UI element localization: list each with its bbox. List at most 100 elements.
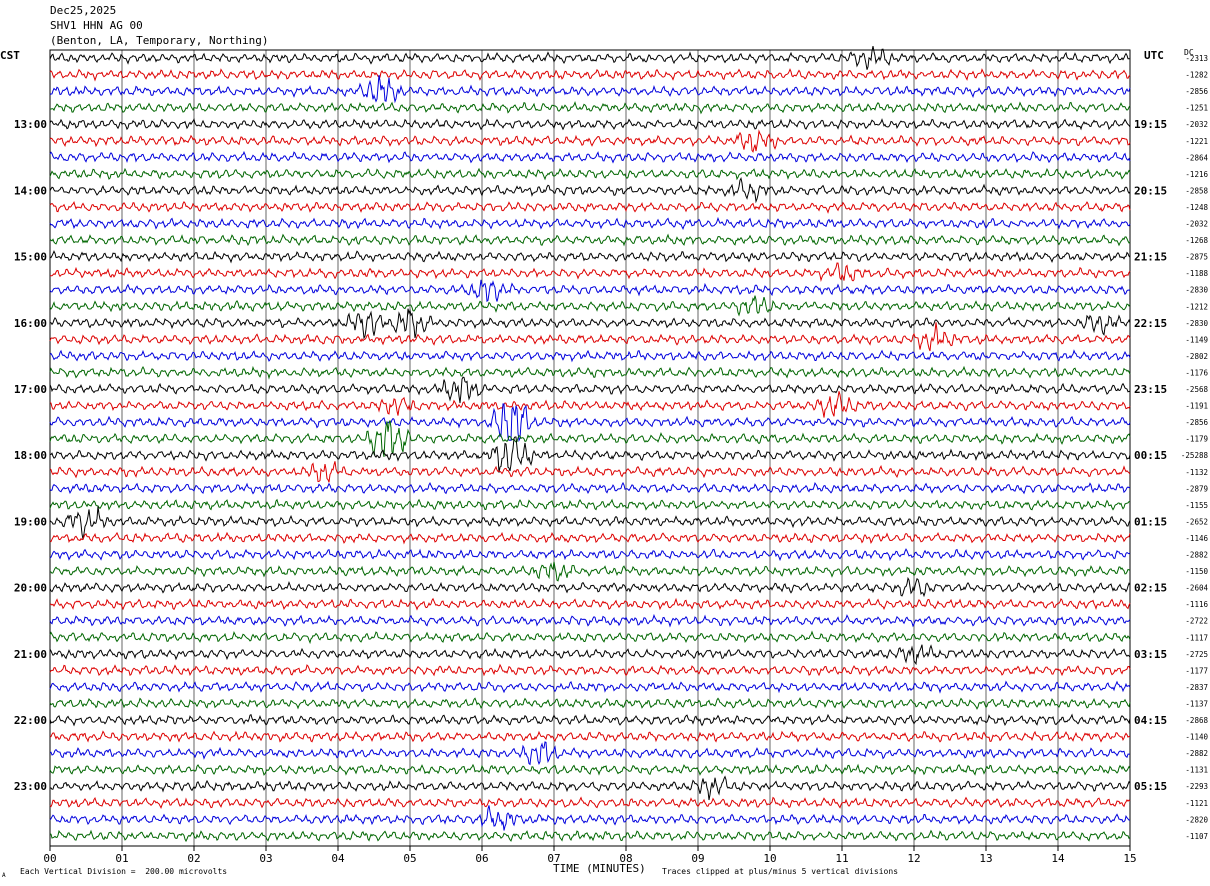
x-tick-label: 08 [619,852,632,865]
dc-offset-label: -2313 [1185,54,1208,63]
dc-offset-label: -2725 [1185,650,1208,659]
trace-line [49,630,1131,645]
trace-line [49,680,1131,694]
x-tick-label: 06 [475,852,488,865]
dc-offset-label: -1177 [1185,666,1208,675]
dc-offset-label: -1140 [1185,733,1208,742]
dc-offset-label: -1212 [1185,302,1208,311]
trace-line [49,403,1131,443]
trace-line [49,436,1131,473]
trace-line [49,167,1131,181]
x-tick-label: 04 [331,852,345,865]
dc-offset-label: -2652 [1185,517,1208,526]
trace-line [49,46,1131,70]
trace-line [49,74,1131,104]
trace-line [49,613,1131,628]
dc-offset-label: -2802 [1185,352,1208,361]
right-hour-label: 04:15 [1134,714,1167,727]
trace-line [49,100,1131,115]
trace-line [49,697,1131,710]
plot-frame [49,49,1131,847]
trace-line [49,233,1131,247]
trace-line [49,129,1131,153]
trace-line [49,68,1131,82]
dc-offset-label: -1116 [1185,600,1208,609]
x-tick-label: 03 [259,852,272,865]
trace-line [49,481,1131,495]
trace-line [49,200,1131,214]
trace-line [49,322,1131,352]
dc-offset-label: -1131 [1185,766,1208,775]
dc-offset-label: -2882 [1185,749,1208,758]
trace-line [49,506,1131,540]
trace-line [49,561,1131,582]
dc-offset-label: -2856 [1185,87,1208,96]
dc-offset-label: -1117 [1185,633,1208,642]
x-tick-label: 00 [43,852,56,865]
left-hour-label: 18:00 [14,449,47,462]
header-date: Dec25,2025 [50,4,117,17]
header-location: (Benton, LA, Temporary, Northing) [50,34,269,47]
left-hour-label: 23:00 [14,780,47,793]
dc-offset-label: -2820 [1185,815,1208,824]
left-hour-label: 14:00 [14,184,47,197]
x-tick-label: 09 [691,852,704,865]
trace-line [49,644,1131,666]
trace-line [49,295,1131,317]
right-hour-label: 05:15 [1134,780,1167,793]
trace-line [49,349,1131,363]
right-hour-label: 01:15 [1134,515,1167,528]
trace-line [49,216,1131,230]
trace-line [49,796,1131,809]
dc-offset-label: -1137 [1185,699,1208,708]
right-hour-label: 03:15 [1134,648,1167,661]
trace-line [49,775,1131,801]
dc-offset-label: -25288 [1181,451,1209,460]
dc-offset-label: -1132 [1185,468,1208,477]
left-hour-label: 21:00 [14,648,47,661]
x-tick-label: 01 [115,852,128,865]
trace-line [49,391,1131,418]
trace-line [49,117,1131,131]
trace-line [49,576,1131,598]
dc-offset-label: -1179 [1185,435,1208,444]
trace-line [49,376,1131,404]
dc-offset-label: -1216 [1185,170,1208,179]
dc-offset-label: -1149 [1185,335,1208,344]
x-tick-label: 15 [1123,852,1136,865]
x-tick-label: 11 [835,852,848,865]
right-hour-label: 23:15 [1134,383,1167,396]
trace-line [49,763,1131,776]
left-axis-label: CST [0,49,20,62]
left-hour-label: 20:00 [14,582,47,595]
dc-offset-label: -2830 [1185,286,1208,295]
left-hour-label: 15:00 [14,251,47,264]
dc-offset-label: -1221 [1185,137,1208,146]
trace-line [49,713,1131,727]
dc-offset-label: -2879 [1185,484,1208,493]
right-hour-label: 22:15 [1134,317,1167,330]
dc-offset-label: -2032 [1185,120,1208,129]
x-tick-label: 05 [403,852,416,865]
dc-offset-label: -2864 [1185,153,1208,162]
dc-offset-label: -1146 [1185,534,1208,543]
dc-offset-label: -2293 [1185,782,1208,791]
scale-note: Each Vertical Division = 200.00 microvol… [20,867,228,876]
right-hour-label: 00:15 [1134,449,1167,462]
trace-line [49,741,1130,766]
dc-offset-label: -2858 [1185,186,1208,195]
dc-offset-label: -1248 [1185,203,1208,212]
dc-offset-label: -1107 [1185,832,1208,841]
trace-line [49,365,1131,380]
dc-offset-label: -1282 [1185,71,1208,80]
trace-line [49,262,1131,283]
trace-line [49,498,1130,511]
left-hour-label: 16:00 [14,317,47,330]
x-tick-label: 10 [763,852,776,865]
right-hour-label: 02:15 [1134,582,1167,595]
right-hour-label: 20:15 [1134,184,1167,197]
dc-offset-label: -1268 [1185,236,1208,245]
dc-offset-label: -2882 [1185,551,1208,560]
dc-offset-label: -1251 [1185,104,1208,113]
